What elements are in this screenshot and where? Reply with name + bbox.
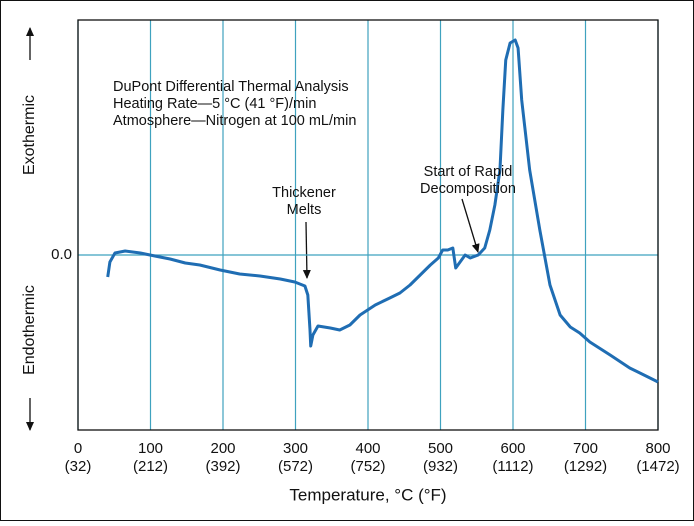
x-tick-label-secondary: (1112) bbox=[492, 458, 533, 475]
y-tick-label: 0.0 bbox=[51, 246, 72, 263]
arrow bbox=[461, 198, 480, 253]
x-tick-label: 800 bbox=[645, 440, 670, 457]
x-tick-label: 0 bbox=[74, 440, 82, 457]
annotation: Thickener bbox=[272, 185, 336, 201]
annotation: DuPont Differential Thermal Analysis bbox=[113, 79, 349, 95]
annotation: Melts bbox=[287, 202, 322, 218]
x-tick-label: 500 bbox=[428, 440, 453, 457]
x-tick-label-secondary: (572) bbox=[278, 458, 313, 475]
y-label-bottom: Endothermic bbox=[21, 285, 38, 375]
annotation: Heating Rate—5 °C (41 °F)/min bbox=[113, 96, 316, 112]
arrow bbox=[302, 221, 311, 279]
plot-frame bbox=[77, 19, 659, 431]
x-tick-label-secondary: (932) bbox=[423, 458, 458, 475]
x-tick-label-secondary: (32) bbox=[65, 458, 92, 475]
y-label-top: Exothermic bbox=[21, 95, 38, 175]
x-tick-label: 100 bbox=[138, 440, 163, 457]
x-tick-label: 300 bbox=[283, 440, 308, 457]
x-tick-label-secondary: (752) bbox=[350, 458, 385, 475]
annotation: Decomposition bbox=[420, 181, 516, 197]
x-tick-label-secondary: (1472) bbox=[636, 458, 679, 475]
x-tick-label: 400 bbox=[355, 440, 380, 457]
x-tick-label-secondary: (392) bbox=[205, 458, 240, 475]
annotation: Atmosphere—Nitrogen at 100 mL/min bbox=[113, 113, 356, 129]
x-label: Temperature, °C (°F) bbox=[289, 485, 446, 504]
data-line bbox=[106, 38, 659, 384]
x-tick-label: 200 bbox=[210, 440, 235, 457]
x-tick-label: 600 bbox=[500, 440, 525, 457]
x-tick-label-secondary: (212) bbox=[133, 458, 168, 475]
annotation: Start of Rapid bbox=[424, 164, 513, 180]
x-tick-label-secondary: (1292) bbox=[564, 458, 607, 475]
x-tick-label: 700 bbox=[573, 440, 598, 457]
